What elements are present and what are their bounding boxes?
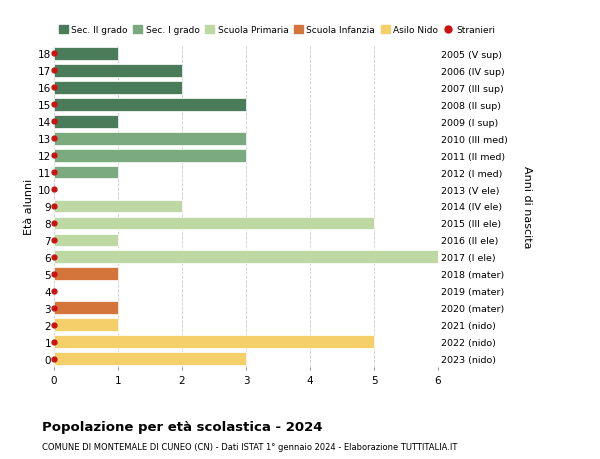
Bar bbox=[54, 217, 374, 230]
Y-axis label: Anni di nascita: Anni di nascita bbox=[521, 165, 532, 248]
Bar bbox=[54, 251, 438, 263]
Bar bbox=[54, 48, 118, 61]
Y-axis label: Età alunni: Età alunni bbox=[24, 179, 34, 235]
Bar bbox=[54, 82, 182, 95]
Bar bbox=[54, 150, 246, 162]
Bar bbox=[54, 200, 182, 213]
Bar bbox=[54, 166, 118, 179]
Bar bbox=[54, 116, 118, 129]
Legend: Sec. II grado, Sec. I grado, Scuola Primaria, Scuola Infanzia, Asilo Nido, Stran: Sec. II grado, Sec. I grado, Scuola Prim… bbox=[59, 26, 496, 35]
Text: Popolazione per età scolastica - 2024: Popolazione per età scolastica - 2024 bbox=[42, 420, 323, 433]
Bar bbox=[54, 65, 182, 78]
Bar bbox=[54, 319, 118, 331]
Bar bbox=[54, 353, 246, 365]
Text: COMUNE DI MONTEMALE DI CUNEO (CN) - Dati ISTAT 1° gennaio 2024 - Elaborazione TU: COMUNE DI MONTEMALE DI CUNEO (CN) - Dati… bbox=[42, 442, 457, 451]
Bar bbox=[54, 268, 118, 280]
Bar bbox=[54, 234, 118, 246]
Bar bbox=[54, 336, 374, 348]
Bar bbox=[54, 99, 246, 112]
Bar bbox=[54, 302, 118, 314]
Bar bbox=[54, 133, 246, 145]
